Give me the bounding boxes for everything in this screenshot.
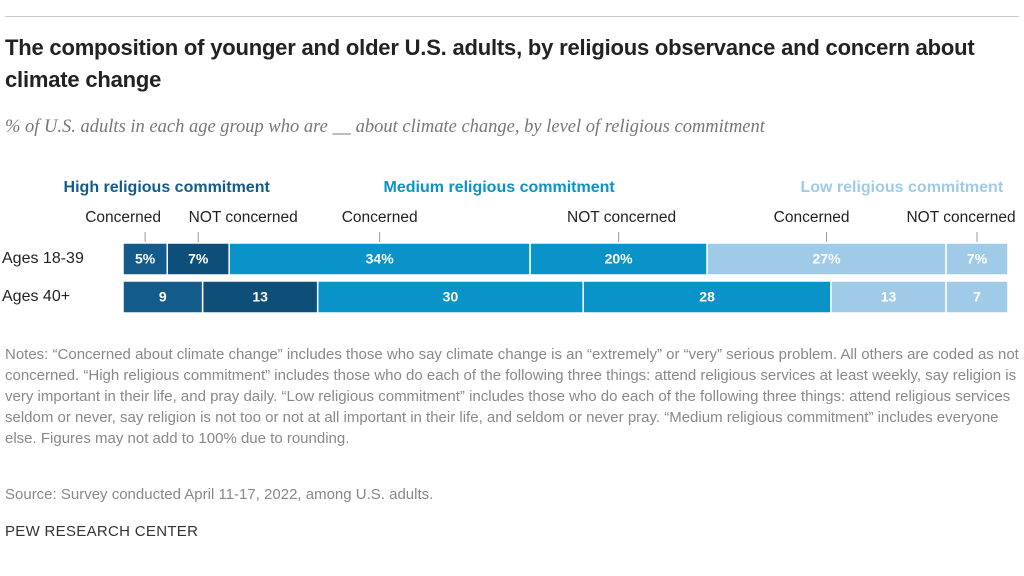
bar [945,242,1009,276]
category-label: Ages 18-39 [2,250,84,267]
notes: Notes: “Concerned about climate change” … [5,346,1019,447]
bar [122,242,168,276]
series-label: NOT concerned [906,209,1015,226]
bar [201,280,319,314]
value-label: 13 [881,289,897,305]
value-label: 9 [159,289,167,305]
bar [945,280,1009,314]
value-label: 5% [135,251,156,267]
chart-title: The composition of younger and older U.S… [5,35,975,92]
value-label: 27% [813,251,842,267]
group-label: High religious commitment [64,179,271,196]
credit: PEW RESEARCH CENTER [5,523,199,540]
bar [316,280,584,314]
series-label: Concerned [774,209,850,226]
bar [122,280,204,314]
group-label: Low religious commitment [800,179,1003,196]
series-label: NOT concerned [189,209,298,226]
value-label: 30 [443,289,459,305]
value-label: 28 [699,289,715,305]
source: Source: Survey conducted April 11-17, 20… [5,486,434,503]
series-label: Concerned [85,209,161,226]
value-label: 13 [252,289,268,305]
bar [830,280,947,314]
category-label: Ages 40+ [2,288,70,305]
bar [166,242,230,276]
value-label: 7 [973,289,981,305]
value-label: 34% [366,251,395,267]
series-label: Concerned [342,209,418,226]
top-rule [5,16,1019,17]
series-label: NOT concerned [567,209,676,226]
chart-subtitle: % of U.S. adults in each age group who a… [5,117,765,137]
value-label: 20% [605,251,634,267]
value-label: 7% [967,251,988,267]
value-label: 7% [188,251,209,267]
chart: Ages 18-39 Ages 40+ 5% 7% 34% 20% 27% 7% 9 13 30 28… [2,179,1016,314]
group-label: Medium religious commitment [384,179,616,196]
